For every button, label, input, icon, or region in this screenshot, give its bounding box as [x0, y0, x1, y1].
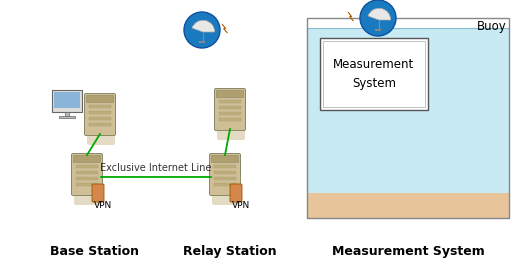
FancyBboxPatch shape [230, 184, 242, 202]
Bar [219, 106, 241, 109]
Polygon shape [222, 24, 228, 33]
FancyBboxPatch shape [74, 193, 102, 205]
FancyBboxPatch shape [217, 90, 244, 98]
Text: Measurement System: Measurement System [332, 245, 485, 258]
Bar [307, 28, 509, 218]
Bar [54, 92, 80, 108]
Bar [320, 38, 428, 110]
FancyBboxPatch shape [87, 133, 115, 145]
FancyBboxPatch shape [212, 193, 240, 205]
Bar [89, 123, 111, 126]
Text: Measurement
System: Measurement System [333, 59, 415, 89]
Text: Exclusive Internet Line: Exclusive Internet Line [100, 163, 212, 173]
FancyBboxPatch shape [73, 156, 101, 163]
FancyBboxPatch shape [209, 153, 240, 196]
Bar [89, 117, 111, 119]
FancyBboxPatch shape [52, 90, 82, 112]
Bar [214, 165, 236, 168]
Bar [76, 177, 98, 180]
Circle shape [360, 0, 396, 36]
Bar [307, 18, 509, 218]
Text: Relay Station: Relay Station [183, 245, 277, 258]
Bar [76, 165, 98, 168]
Wedge shape [368, 8, 391, 20]
Bar [89, 105, 111, 107]
Text: Base Station: Base Station [51, 245, 139, 258]
Text: VPN: VPN [94, 201, 112, 210]
Bar [219, 118, 241, 120]
Text: VPN: VPN [232, 201, 250, 210]
Bar [59, 116, 75, 118]
FancyBboxPatch shape [72, 153, 103, 196]
FancyBboxPatch shape [217, 128, 245, 140]
Bar [219, 112, 241, 114]
Bar [214, 171, 236, 173]
Polygon shape [348, 12, 353, 21]
Bar [76, 183, 98, 185]
Bar [375, 29, 381, 31]
Bar [214, 177, 236, 180]
Text: Buoy: Buoy [477, 20, 507, 33]
Bar [323, 41, 425, 107]
FancyBboxPatch shape [85, 94, 116, 135]
Bar [307, 193, 509, 218]
Circle shape [184, 12, 220, 48]
Bar [76, 171, 98, 173]
FancyBboxPatch shape [215, 89, 246, 131]
Wedge shape [192, 20, 215, 32]
Bar [199, 41, 205, 43]
FancyBboxPatch shape [212, 156, 238, 163]
Bar [65, 112, 69, 116]
Bar [219, 100, 241, 102]
FancyBboxPatch shape [87, 95, 114, 102]
Bar [89, 111, 111, 114]
FancyBboxPatch shape [92, 184, 104, 202]
Bar [214, 183, 236, 185]
